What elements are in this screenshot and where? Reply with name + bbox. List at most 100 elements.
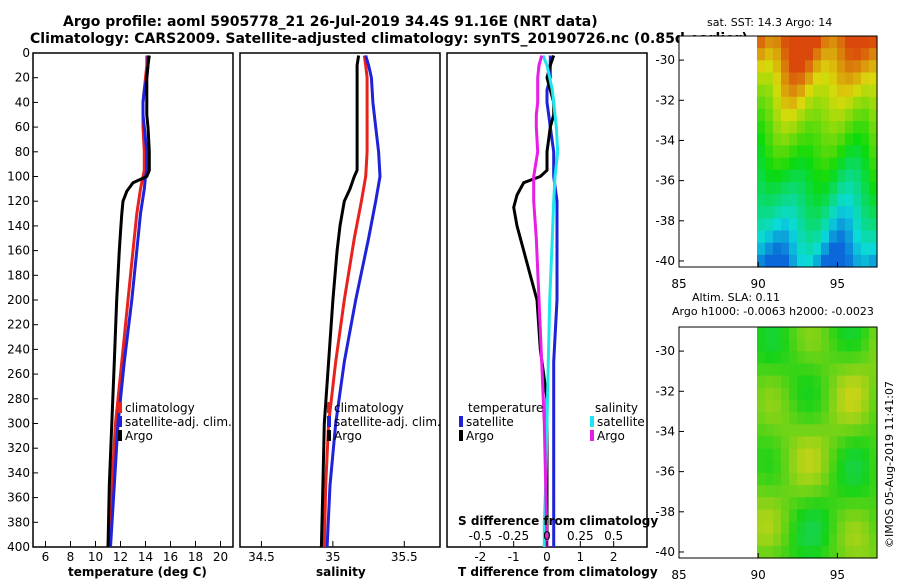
sst-map-cell [813, 169, 822, 183]
sla-map-cell [821, 327, 830, 340]
sst-map-cell [853, 181, 862, 195]
sla-map-cell [853, 521, 862, 535]
sla-map-cell [813, 327, 822, 340]
sst-map-cell [757, 181, 766, 195]
sla-map-cell [837, 497, 846, 510]
sla-map-cell [757, 412, 766, 425]
sla-map-cell [773, 412, 782, 425]
sst-map-cell [845, 48, 854, 61]
sst-map-cell [837, 242, 846, 256]
sla-map-cell [797, 399, 806, 413]
sla-map-cell [765, 436, 774, 450]
sst-map-cell [757, 36, 766, 49]
sla-map-cell [845, 399, 854, 413]
sst-map-cell [813, 36, 822, 49]
sla-map-frame [678, 326, 878, 559]
difference-xtick-label: 1 [577, 550, 585, 564]
sst-map-cell [837, 133, 846, 147]
sst-map-cell [853, 145, 862, 159]
sst-map-cell [757, 60, 766, 74]
sst-map-cell [853, 218, 862, 232]
sla-map-ytick-label: -36 [655, 465, 675, 479]
sst-map-cell [829, 84, 838, 98]
sst-map-cell [797, 218, 806, 232]
sla-map-cell [869, 497, 878, 510]
difference-xtick-label: -1 [508, 550, 520, 564]
difference-panel: -2 -1 0 1 2 -0.5 -0.25 0 0.25 0.5 S difference fr… [446, 52, 658, 579]
sst-map-cell [813, 60, 822, 74]
temperature-xtick-label: 10 [88, 550, 103, 564]
sla-map-cell [805, 497, 814, 510]
sla-map-cell [829, 399, 838, 413]
sla-map-cell [805, 472, 814, 486]
sst-map-cell [765, 36, 774, 49]
sla-map-cell [853, 387, 862, 401]
depth-tick-label: 80 [15, 145, 30, 159]
sst-map-ytick-label: -40 [655, 254, 675, 268]
sst-map-cell [837, 230, 846, 244]
sla-map-cell [805, 363, 814, 377]
sst-map-title: sat. SST: 14.3 Argo: 14 [707, 16, 832, 29]
sst-map-cell [869, 145, 878, 159]
sst-map-cell [845, 157, 854, 171]
sst-map-cell [853, 84, 862, 98]
sla-map-cell [861, 485, 870, 498]
sst-map-cell [781, 133, 790, 147]
sla-map-cell [853, 327, 862, 340]
sst-map-cell [765, 157, 774, 171]
sla-map-cell [781, 327, 790, 340]
sst-map-cell [813, 218, 822, 232]
sst-map-cell [837, 157, 846, 171]
sst-map-cell [813, 72, 822, 86]
sst-map-cell [845, 218, 854, 232]
sst-map-cell [797, 133, 806, 147]
legend-title-salinity: salinity [595, 401, 638, 415]
s-difference-tick-label: 0 [543, 529, 551, 543]
sla-map-cell [845, 436, 854, 450]
sla-map-cell [797, 339, 806, 352]
sst-map-cell [869, 72, 878, 86]
sst-map-cell [773, 60, 782, 74]
sst-map-cell [757, 230, 766, 244]
sst-map-cell [861, 133, 870, 147]
sst-map-cell [837, 145, 846, 159]
sst-map-cell [757, 254, 766, 268]
sst-map-cell [869, 60, 878, 74]
sst-map-cell [869, 230, 878, 244]
sla-map-cell [869, 485, 878, 498]
sla-map-cell [781, 497, 790, 510]
sla-map-cell [821, 387, 830, 401]
sst-map-cell [845, 60, 854, 74]
sst-map-cell [773, 121, 782, 134]
sla-map-cell [853, 533, 862, 547]
sla-map-xtick-label: 85 [671, 568, 686, 580]
sst-map-xtick-label: 85 [671, 277, 686, 291]
sla-map-cell [765, 424, 774, 438]
sla-map-cell [861, 424, 870, 438]
sst-map-cell [821, 60, 830, 74]
sla-map-cell [869, 412, 878, 425]
sla-map-cell [829, 497, 838, 510]
sla-map-cell [773, 436, 782, 450]
sla-map-cell [757, 375, 766, 389]
sst-map-cell [821, 36, 830, 49]
sst-map-cell [757, 206, 766, 219]
sst-map-cell [773, 48, 782, 61]
depth-tick-label: 240 [7, 342, 30, 356]
sla-map-cell [829, 363, 838, 377]
sst-map-cell [821, 230, 830, 244]
sst-map-cell [869, 36, 878, 49]
sst-map-cell [797, 48, 806, 61]
sla-map-cell [861, 375, 870, 389]
sst-map-cell [765, 145, 774, 159]
sst-map-cell [789, 157, 798, 171]
sla-map-ytick-label: -38 [655, 505, 675, 519]
sst-map-cell [821, 206, 830, 219]
sst-map-xtick-label: 90 [751, 277, 766, 291]
sla-map-cell [869, 387, 878, 401]
sla-map-cell [837, 424, 846, 438]
sst-map-cell [813, 230, 822, 244]
sst-map-cell [765, 121, 774, 134]
sst-map-cell [853, 194, 862, 207]
sst-map-cell [853, 242, 862, 256]
